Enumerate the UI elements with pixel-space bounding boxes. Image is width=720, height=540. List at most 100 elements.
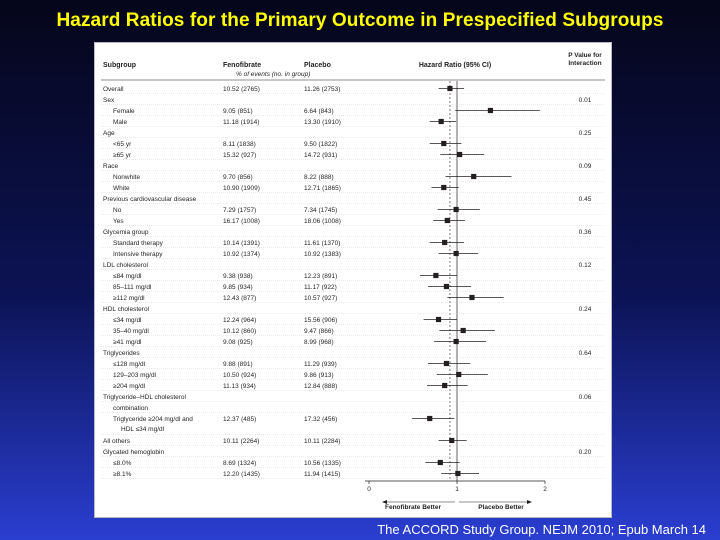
column-header-fenofibrate: Fenofibrate xyxy=(223,62,261,69)
fenofibrate-value: 15.32 (927) xyxy=(223,152,256,159)
hazard-ratio-marker xyxy=(443,360,450,367)
hazard-ratio-marker xyxy=(453,206,459,213)
x-tick-label-0: 0 xyxy=(367,486,371,493)
row-label: No xyxy=(113,207,122,214)
hazard-ratio-marker xyxy=(453,338,459,345)
placebo-value: 11.17 (922) xyxy=(304,284,337,291)
fenofibrate-value: 10.90 (1909) xyxy=(223,185,260,192)
placebo-value: 17.32 (456) xyxy=(304,416,337,423)
row-label: Previous cardiovascular disease xyxy=(103,196,197,203)
row-label-continued: HDL ≤34 mg/dl xyxy=(121,426,165,433)
placebo-value: 7.34 (1745) xyxy=(304,207,337,214)
row-label: HDL cholesterol xyxy=(103,306,150,313)
hazard-ratio-marker xyxy=(469,294,475,301)
hazard-ratio-marker xyxy=(453,250,459,257)
p-value: 0.01 xyxy=(579,97,592,104)
row-label: ≥8.1% xyxy=(113,471,132,478)
fenofibrate-value: 12.43 (877) xyxy=(223,295,256,302)
forest-x-axis: 0 1 2 Fenofibrate Better Placebo Better xyxy=(365,480,547,511)
hazard-ratio-marker xyxy=(471,173,477,180)
placebo-value: 9.86 (913) xyxy=(304,372,334,379)
fenofibrate-value: 8.69 (1324) xyxy=(223,460,256,467)
hazard-ratio-marker xyxy=(449,437,455,444)
row-label: Nonwhite xyxy=(113,174,140,181)
row-label: Sex xyxy=(103,97,115,104)
placebo-value: 10.56 (1335) xyxy=(304,460,341,467)
row-label: Yes xyxy=(113,218,124,225)
p-value: 0.12 xyxy=(579,262,592,269)
row-label: Triglycerides xyxy=(103,350,140,357)
placebo-value: 11.61 (1370) xyxy=(304,240,340,247)
x-axis-left-arrowhead xyxy=(382,500,387,504)
row-label: Triglyceride–HDL cholesterol xyxy=(103,394,187,401)
hazard-ratio-marker xyxy=(441,184,447,191)
placebo-value: 12.71 (1865) xyxy=(304,185,341,192)
placebo-value: 10.92 (1383) xyxy=(304,251,341,258)
p-value: 0.06 xyxy=(579,394,592,401)
fenofibrate-value: 9.38 (938) xyxy=(223,273,253,280)
p-value: 0.09 xyxy=(579,163,592,170)
p-value: 0.24 xyxy=(579,306,592,313)
row-label: ≤128 mg/dl xyxy=(113,361,146,368)
row-label: LDL cholesterol xyxy=(103,262,148,269)
p-value: 0.20 xyxy=(579,449,592,456)
hazard-ratio-marker xyxy=(460,327,466,334)
fenofibrate-value: 11.18 (1914) xyxy=(223,119,259,126)
p-value: 0.25 xyxy=(579,130,592,137)
x-axis-left-label: Fenofibrate Better xyxy=(385,504,441,511)
fenofibrate-value: 9.88 (891) xyxy=(223,361,253,368)
column-header-p-value-line1: P Value for xyxy=(568,52,602,59)
hazard-ratio-marker xyxy=(455,470,461,477)
row-label: Triglyceride ≥204 mg/dl and xyxy=(113,416,193,423)
fenofibrate-value: 10.92 (1374) xyxy=(223,251,260,258)
placebo-value: 13.30 (1910) xyxy=(304,119,341,126)
row-label: 35–40 mg/dl xyxy=(113,328,149,335)
forest-plot: Subgroup Fenofibrate Placebo % of events… xyxy=(101,52,605,511)
row-label: combination xyxy=(113,405,148,412)
placebo-value: 8.22 (888) xyxy=(304,174,334,181)
row-label: 85–111 mg/dl xyxy=(113,284,152,291)
p-value: 0.64 xyxy=(579,350,592,357)
fenofibrate-value: 12.24 (964) xyxy=(223,317,256,324)
hazard-ratio-marker xyxy=(442,239,448,246)
fenofibrate-value: 9.05 (851) xyxy=(223,108,253,115)
fenofibrate-value: 9.85 (934) xyxy=(223,284,253,291)
x-tick-label-1: 1 xyxy=(455,486,459,493)
row-label: Female xyxy=(113,108,135,115)
row-label: Standard therapy xyxy=(113,240,164,247)
placebo-value: 8.99 (968) xyxy=(304,339,334,346)
fenofibrate-value: 12.20 (1435) xyxy=(223,471,260,478)
fenofibrate-value: 10.52 (2765) xyxy=(223,86,260,93)
placebo-value: 14.72 (931) xyxy=(304,152,337,159)
fenofibrate-value: 9.08 (925) xyxy=(223,339,253,346)
row-label: 129–203 mg/dl xyxy=(113,372,157,379)
placebo-value: 11.29 (939) xyxy=(304,361,337,368)
placebo-value: 15.56 (906) xyxy=(304,317,337,324)
placebo-value: 6.64 (843) xyxy=(304,108,334,115)
fenofibrate-value: 8.11 (1838) xyxy=(223,141,256,148)
column-header-subgroup: Subgroup xyxy=(103,62,136,69)
hazard-ratio-marker xyxy=(487,107,494,114)
hazard-ratio-marker xyxy=(433,272,439,279)
citation: The ACCORD Study Group. NEJM 2010; Epub … xyxy=(377,522,706,537)
hazard-ratio-marker xyxy=(441,140,447,147)
row-label: ≥65 yr xyxy=(113,152,132,159)
placebo-value: 11.26 (2753) xyxy=(304,86,340,93)
row-label: Glycemia group xyxy=(103,229,149,236)
row-label: Age xyxy=(103,130,115,137)
row-label: Male xyxy=(113,119,127,126)
fenofibrate-value: 10.12 (860) xyxy=(223,328,256,335)
column-header-p-value-line2: Interaction xyxy=(568,60,601,67)
fenofibrate-value: 10.11 (2264) xyxy=(223,438,259,445)
column-header-events-note: % of events (no. in group) xyxy=(236,71,310,78)
slide-title: Hazard Ratios for the Primary Outcome in… xyxy=(56,10,664,31)
row-label: All others xyxy=(103,438,131,445)
fenofibrate-value: 9.70 (856) xyxy=(223,174,253,181)
fenofibrate-value: 12.37 (485) xyxy=(223,416,256,423)
fenofibrate-value: 10.50 (924) xyxy=(223,372,256,379)
placebo-value: 9.47 (866) xyxy=(304,328,334,335)
column-header-hazard-ratio: Hazard Ratio (95% CI) xyxy=(419,62,491,69)
row-label: Race xyxy=(103,163,119,170)
hazard-ratio-marker xyxy=(427,415,433,422)
placebo-value: 12.84 (888) xyxy=(304,383,337,390)
